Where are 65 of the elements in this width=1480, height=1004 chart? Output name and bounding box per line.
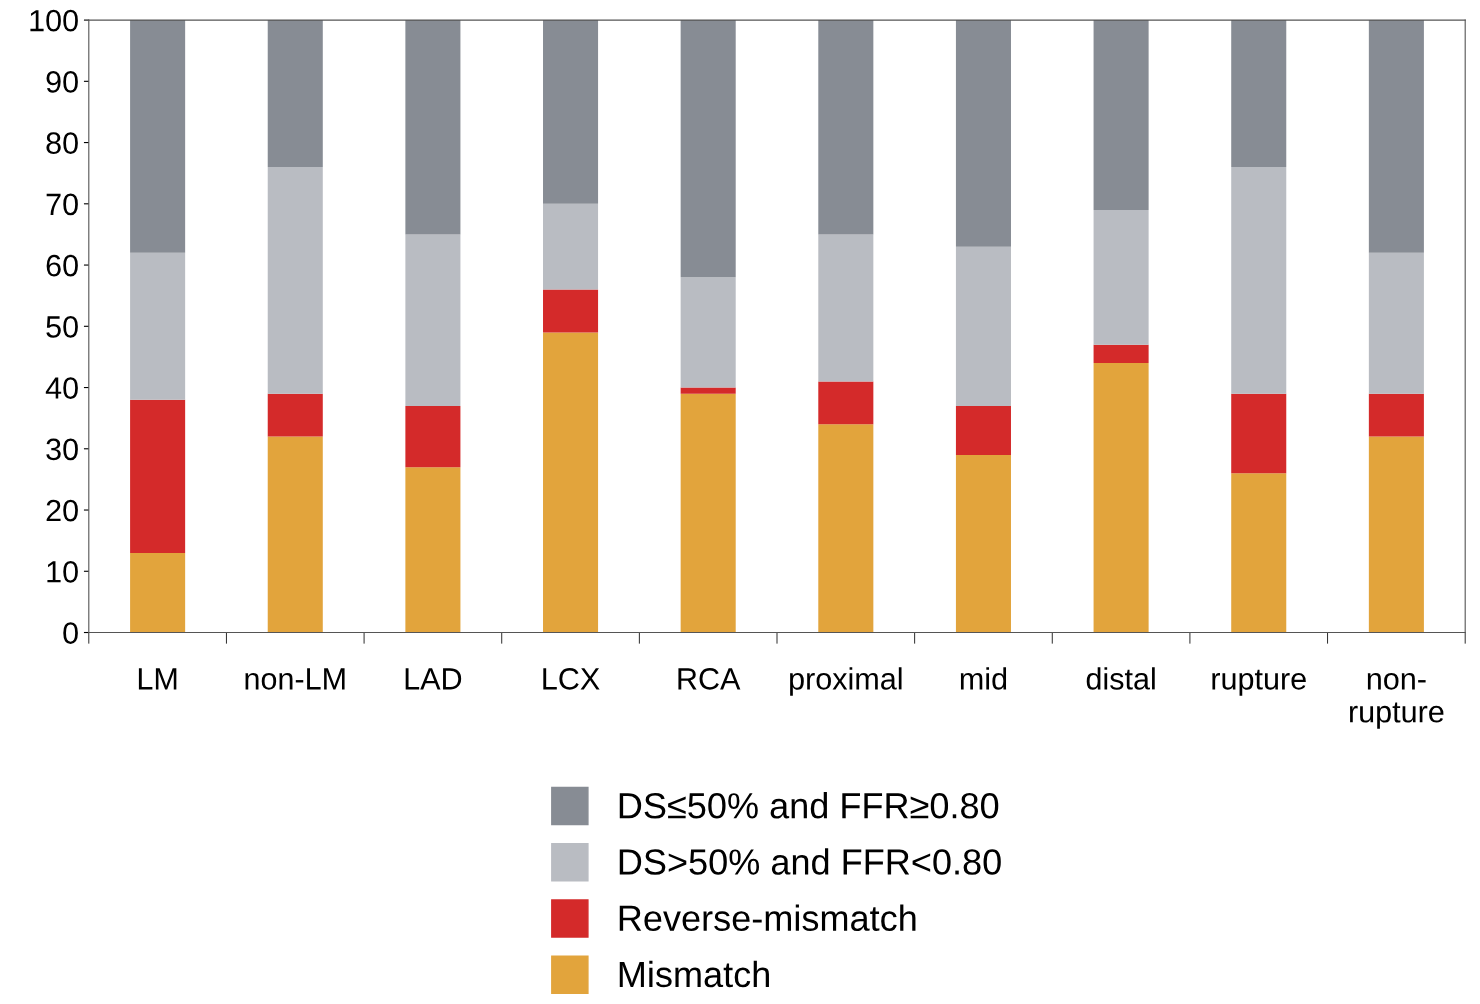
bar [267,436,323,633]
bar [1093,363,1149,633]
bar [955,405,1011,455]
bar [680,393,736,633]
x-tick-label: proximal [790,667,902,696]
legend-label: DS≤50% and FFR≥0.80 [619,792,999,819]
y-tick-label: 90 [46,71,78,93]
bar [680,20,736,278]
legend-label: Mismatch [619,960,769,988]
bar [543,203,599,290]
bar [818,381,874,425]
y-tick-label: 40 [45,377,78,399]
bar [130,252,186,400]
bar [405,467,461,633]
legend-label: Reverse-mismatch [619,904,916,932]
bar [1231,473,1287,633]
y-tick-label: 60 [46,254,78,277]
bar [818,234,874,382]
x-tick-label: rupture [1212,669,1306,696]
bar [680,387,736,394]
bar [955,246,1011,406]
bar [818,424,874,633]
bar [267,20,323,168]
bar [1231,393,1287,474]
bar [405,20,461,235]
y-tick-label: 100 [30,9,78,32]
x-tick-label: non-LM [245,668,345,690]
bar [1093,209,1149,345]
bar [267,167,323,394]
y-tick-label: 20 [46,499,78,522]
x-tick-label: mid [960,667,1007,690]
bar [1231,167,1287,394]
y-tick-label: 80 [46,132,78,154]
bar [130,399,186,553]
legend-label: DS>50% and FFR<0.80 [619,848,1001,875]
bar [267,393,323,437]
y-tick-label: 30 [46,438,78,461]
bar [1231,20,1287,168]
bar [130,552,186,633]
y-tick-label: 50 [46,316,78,338]
bar [405,405,461,468]
bar [1368,436,1424,633]
bar [818,20,874,235]
x-tick-label: LM [138,668,177,690]
bar [543,20,599,204]
bar [130,20,186,253]
x-tick-label: LAD [405,668,462,690]
x-tick-label: RCA [678,668,741,690]
bar [680,277,736,388]
bar [543,289,599,333]
bar [1368,252,1424,394]
bar [955,454,1011,633]
y-tick-label: 70 [46,193,78,216]
x-tick-label: LCX [543,668,600,690]
bar [1368,20,1424,253]
y-tick-label: 10 [47,561,78,583]
bar [405,234,461,406]
bar [543,332,599,633]
x-tick-label: non- rupture [1350,672,1444,729]
bar [1093,344,1149,364]
bar [1093,20,1149,210]
bar [1368,393,1424,437]
bar [955,20,1011,247]
x-tick-label: distal [1086,667,1155,690]
y-tick-label: 0 [63,622,78,644]
